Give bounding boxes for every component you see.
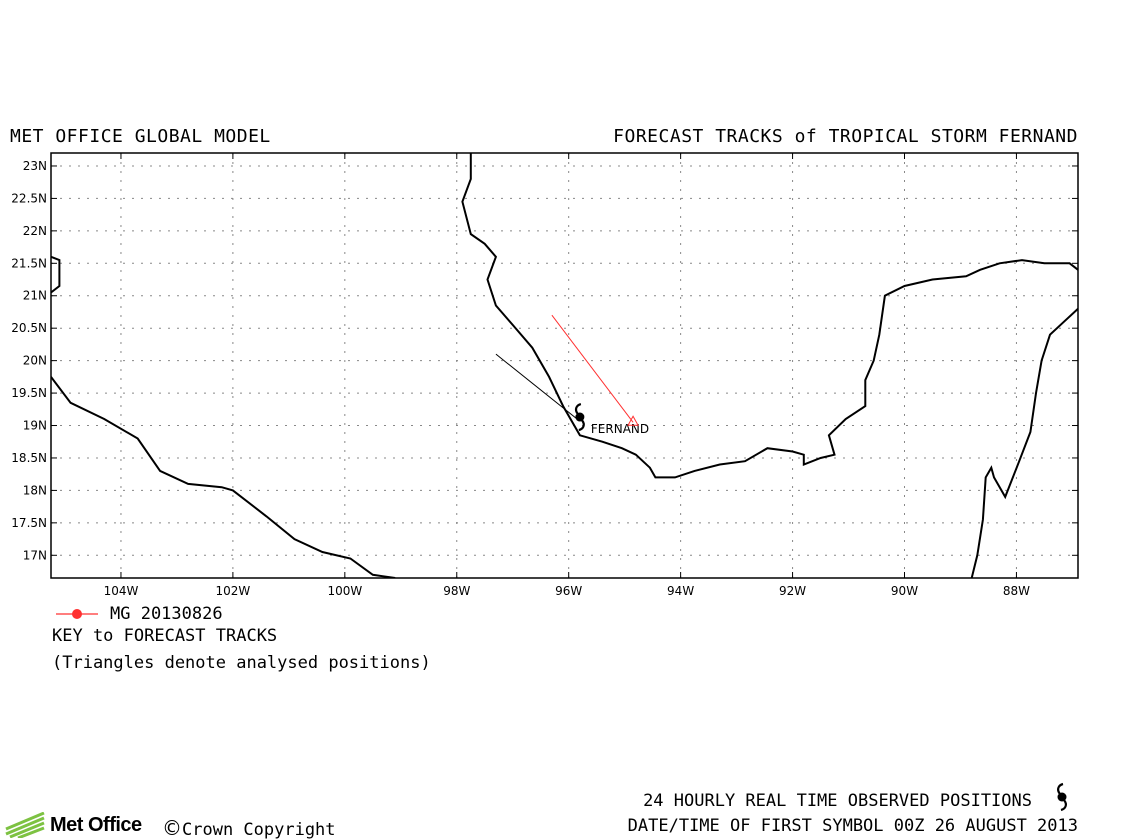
- map-grid: [51, 153, 1078, 578]
- lat-tick-label: 17N: [23, 548, 47, 562]
- lat-tick-label: 18.5N: [11, 451, 47, 465]
- lon-tick-label: 98W: [443, 584, 470, 598]
- tropical-storm-icon: [574, 402, 585, 432]
- met-office-logo: Met Office: [4, 812, 142, 838]
- storm-arm: [1060, 799, 1067, 812]
- lon-tick-label: 96W: [555, 584, 582, 598]
- lat-tick-label: 21N: [23, 289, 47, 303]
- storm-arm: [574, 402, 582, 415]
- coastline: [51, 255, 61, 294]
- lon-tick-label: 88W: [1003, 584, 1030, 598]
- storm-core: [575, 412, 585, 422]
- coastline: [461, 153, 1078, 479]
- lat-tick-label: 20.5N: [11, 321, 47, 335]
- lat-tick-label: 17.5N: [11, 516, 47, 530]
- lat-tick-label: 20N: [23, 354, 47, 368]
- map-frame: [50, 152, 1079, 579]
- lat-tick-label: 22.5N: [11, 191, 47, 205]
- met-office-logo-text: Met Office: [50, 813, 142, 836]
- observed-positions-storm-icon: [1057, 782, 1067, 812]
- first-symbol-datetime: DATE/TIME OF FIRST SYMBOL 00Z 26 AUGUST …: [627, 816, 1078, 836]
- storm-arm: [1057, 782, 1064, 795]
- axes: 23N 22.5N 22N 21.5N 21N 20.5N 20N 19.5N 19N 18.5N…: [11, 152, 1079, 598]
- key-entry-label: MG 20130826: [110, 604, 223, 624]
- observed-positions-label: 24 HOURLY REAL TIME OBSERVED POSITIONS: [643, 791, 1032, 811]
- forecast-track-line: [551, 314, 634, 423]
- met-office-logo-icon: [5, 812, 45, 838]
- key-title: KEY to FORECAST TRACKS: [52, 626, 278, 646]
- lon-tick-label: 94W: [667, 584, 694, 598]
- key-symbols: [56, 609, 1067, 812]
- lat-tick-label: 19.5N: [11, 386, 47, 400]
- lat-tick-label: 22N: [23, 224, 47, 238]
- lat-tick-label: 21.5N: [11, 256, 47, 270]
- coastline: [970, 307, 1078, 578]
- lon-tick-label: 92W: [779, 584, 806, 598]
- lon-tick-label: 104W: [104, 584, 139, 598]
- copyright-notice: ©Crown Copyright: [162, 816, 336, 840]
- coastlines: [51, 153, 1078, 578]
- lon-tick-label: 102W: [216, 584, 251, 598]
- key-dot-symbol: [72, 609, 82, 619]
- lon-tick-label: 90W: [891, 584, 918, 598]
- lat-tick-label: 23N: [23, 159, 47, 173]
- lon-tick-label: 100W: [327, 584, 362, 598]
- storm-name-label: FERNAND: [591, 422, 649, 436]
- key-note: (Triangles denote analysed positions): [52, 653, 431, 673]
- analysed-position-triangle-icon: [627, 415, 639, 426]
- copyright-text: Crown Copyright: [182, 820, 336, 840]
- header-left-title: MET OFFICE GLOBAL MODEL: [10, 126, 271, 147]
- tracks: FERNAND: [495, 314, 649, 436]
- storm-core: [1057, 792, 1067, 802]
- lat-tick-label: 18N: [23, 483, 47, 497]
- coastline: [51, 376, 396, 578]
- header-right-title: FORECAST TRACKS of TROPICAL STORM FERNAN…: [613, 126, 1078, 147]
- storm-arm: [578, 419, 585, 432]
- observed-track-line: [495, 353, 578, 420]
- copyright-symbol: ©: [162, 816, 182, 840]
- lat-tick-label: 19N: [23, 419, 47, 433]
